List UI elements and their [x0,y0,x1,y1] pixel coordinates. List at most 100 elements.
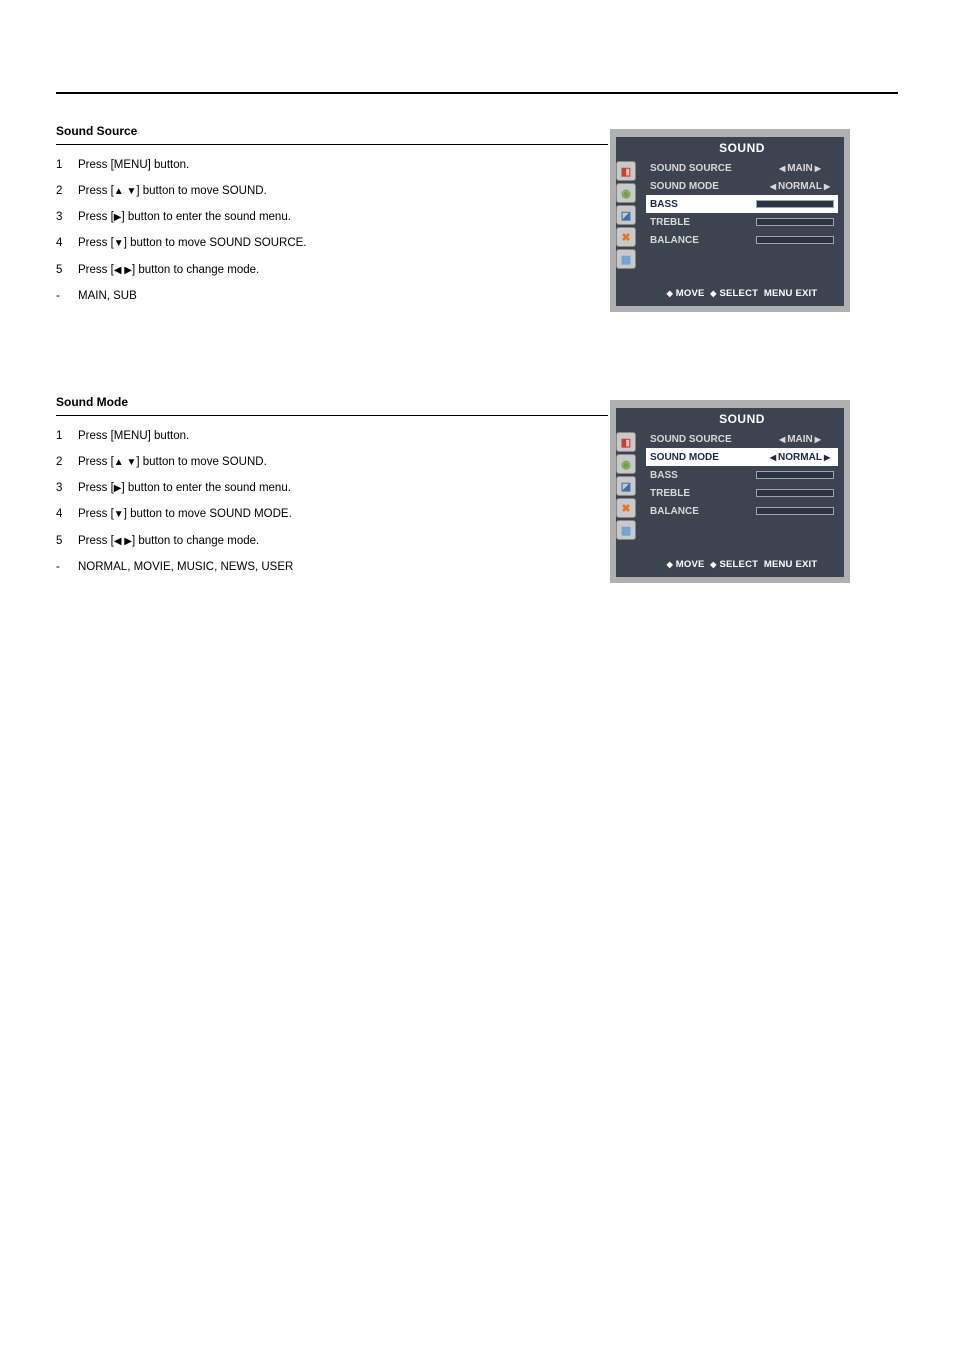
step-text-part: Press [MENU] button. [78,159,189,171]
osd-title: SOUND [646,412,838,426]
osd-label: SOUND MODE [650,181,766,192]
osd-tab-pip-icon: ▦ [616,520,636,540]
section-title: Sound Mode [56,395,608,409]
arrow-up-down-icon: ▲ ▼ [114,457,137,468]
step-number: 3 [56,478,78,498]
step-text: Press [▲ ▼] button to move SOUND. [78,452,608,472]
step-text: Press [▲ ▼] button to move SOUND. [78,181,608,201]
step: -MAIN, SUB [56,286,608,306]
arrow-down-icon: ▼ [114,509,124,520]
diamond-icon: ◆ [667,289,673,298]
osd-body: SOUND SOUND SOURCE◀MAIN▶ SOUND MODE ◀NORM… [640,408,844,577]
step-text-part: ] button to change mode. [132,264,259,276]
step-text-part: ] button to change mode. [132,535,259,547]
step-text-part: Press [ [78,535,114,547]
step-number: 3 [56,207,78,227]
osd-footer-move: MOVE [676,288,705,299]
step-text: MAIN, SUB [78,286,608,306]
arrow-right-icon: ▶ [824,182,830,191]
arrow-left-right-icon: ◀ ▶ [114,265,132,276]
step: 4Press [▼] button to move SOUND MODE. [56,504,608,524]
step-number: 4 [56,504,78,524]
osd-label: TREBLE [650,217,756,228]
osd-value: ◀MAIN▶ [766,434,834,445]
osd-footer: ◆ MOVE ◆ SELECT MENU EXIT [646,285,838,300]
osd-label: BASS [650,470,756,481]
step-text: NORMAL, MOVIE, MUSIC, NEWS, USER [78,557,608,577]
osd-slider [756,489,834,497]
step-bullet: - [56,557,78,577]
step-text: Press [▶] button to enter the sound menu… [78,478,608,498]
osd-footer-select: SELECT [719,559,758,570]
osd-row-sound-mode: SOUND MODE ◀NORMAL▶ [646,448,838,466]
osd-row-sound-mode: SOUND MODE◀NORMAL▶ [646,177,838,195]
step-text-part: Press [ [78,456,114,468]
osd-row-treble: TREBLE [646,213,838,231]
osd-footer-move: MOVE [676,559,705,570]
arrow-right-icon: ▶ [114,483,122,494]
osd-screenshot-1: ◧ ◉ ◪ ✖ ▦ SOUND SOUND SOURCE◀MAIN▶ SOUND… [610,129,850,312]
diamond-icon: ◆ [710,289,716,298]
osd-value-text: NORMAL [778,452,822,463]
step-bullet: - [56,286,78,306]
arrow-right-icon: ▶ [815,435,821,444]
step-text-part: Press [ [78,211,114,223]
arrow-right-icon: ▶ [114,212,122,223]
osd-tab-picture-icon: ◧ [616,161,636,181]
osd-slider [756,236,834,244]
arrow-up-down-icon: ▲ ▼ [114,186,137,197]
step-text: Press [◀ ▶] button to change mode. [78,260,608,280]
step: 5Press [◀ ▶] button to change mode. [56,531,608,551]
step-text: Press [◀ ▶] button to change mode. [78,531,608,551]
osd-label: TREBLE [650,488,756,499]
step-text-part: ] button to move SOUND. [136,456,266,468]
step: 3Press [▶] button to enter the sound men… [56,478,608,498]
arrow-left-icon: ◀ [779,164,785,173]
osd-label: BASS [650,199,756,210]
osd-slider [756,471,834,479]
arrow-left-right-icon: ◀ ▶ [114,536,132,547]
step: 2Press [▲ ▼] button to move SOUND. [56,452,608,472]
step: 1Press [MENU] button. [56,426,608,446]
step-text-part: ] button to move SOUND SOURCE. [124,237,307,249]
osd-label: SOUND MODE [650,452,766,463]
osd-tab-setup-icon: ✖ [616,227,636,247]
osd-row-sound-source: SOUND SOURCE◀MAIN▶ [646,430,838,448]
osd-value: ◀MAIN▶ [766,163,834,174]
osd-panel: ◧ ◉ ◪ ✖ ▦ SOUND SOUND SOURCE◀MAIN▶ SOUND… [616,408,844,577]
step: -NORMAL, MOVIE, MUSIC, NEWS, USER [56,557,608,577]
step: 2Press [▲ ▼] button to move SOUND. [56,181,608,201]
osd-row-treble: TREBLE [646,484,838,502]
steps-list: 1Press [MENU] button. 2Press [▲ ▼] butto… [56,426,608,577]
diamond-icon: ◆ [667,560,673,569]
step-text-part: Press [ [78,237,114,249]
osd-label: SOUND SOURCE [650,163,766,174]
step: 4Press [▼] button to move SOUND SOURCE. [56,233,608,253]
step-text-part: ] button to enter the sound menu. [122,211,291,223]
osd-title: SOUND [646,141,838,155]
arrow-right-icon: ▶ [824,453,830,462]
osd-row-bass: BASS [646,195,838,213]
arrow-right-icon: ▶ [815,164,821,173]
step-number: 1 [56,426,78,446]
osd-tab-time-icon: ◪ [616,476,636,496]
step-text-part: MAIN, SUB [78,290,137,302]
step-text: Press [MENU] button. [78,155,608,175]
arrow-left-icon: ◀ [770,453,776,462]
step-number: 5 [56,531,78,551]
osd-footer: ◆ MOVE ◆ SELECT MENU EXIT [646,556,838,571]
osd-footer-menu: MENU [764,559,793,570]
osd-sidebar-icons: ◧ ◉ ◪ ✖ ▦ [616,408,640,577]
diamond-icon: ◆ [710,560,716,569]
step-text-part: ] button to move SOUND. [136,185,266,197]
step: 1Press [MENU] button. [56,155,608,175]
osd-footer-exit: EXIT [795,288,817,299]
osd-footer-menu: MENU [764,288,793,299]
step-number: 4 [56,233,78,253]
osd-tab-time-icon: ◪ [616,205,636,225]
step-number: 2 [56,181,78,201]
osd-tab-setup-icon: ✖ [616,498,636,518]
step-text-part: Press [ [78,482,114,494]
osd-label: SOUND SOURCE [650,434,766,445]
osd-spacer [646,520,838,556]
